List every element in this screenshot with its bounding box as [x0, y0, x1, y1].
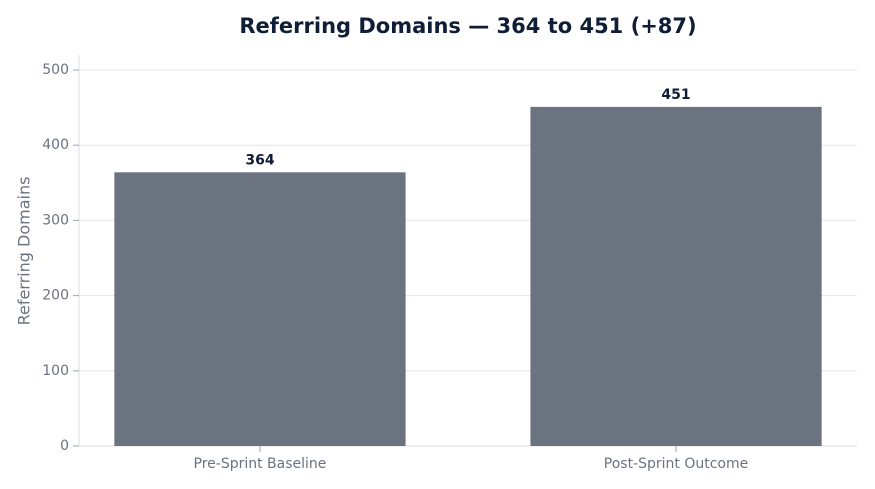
y-tick-label: 400	[42, 137, 69, 153]
y-tick-label: 100	[42, 363, 69, 379]
data-label: 364	[245, 152, 274, 168]
y-axis-label: Referring Domains	[15, 177, 34, 326]
bar	[530, 106, 822, 446]
chart-title: Referring Domains — 364 to 451 (+87)	[239, 14, 696, 38]
y-tick-label: 0	[60, 438, 69, 454]
y-tick-label: 200	[42, 288, 69, 304]
x-tick-label: Pre-Sprint Baseline	[194, 456, 327, 472]
data-label: 451	[661, 87, 690, 103]
y-tick-label: 300	[42, 212, 69, 228]
bar	[114, 172, 406, 447]
x-tick-label: Post-Sprint Outcome	[604, 456, 748, 472]
y-tick-label: 500	[42, 62, 69, 78]
